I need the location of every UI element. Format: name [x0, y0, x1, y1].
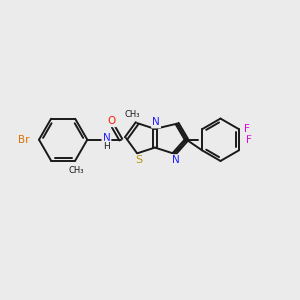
Text: Br: Br — [18, 135, 30, 145]
Text: CH₃: CH₃ — [69, 166, 84, 175]
Text: F: F — [245, 135, 251, 145]
Text: CH₃: CH₃ — [124, 110, 140, 119]
Text: O: O — [108, 116, 116, 126]
Text: H: H — [103, 142, 110, 151]
Text: S: S — [135, 155, 142, 165]
Text: N: N — [103, 133, 110, 142]
Text: F: F — [244, 124, 250, 134]
Text: N: N — [152, 117, 160, 128]
Text: N: N — [172, 155, 179, 165]
